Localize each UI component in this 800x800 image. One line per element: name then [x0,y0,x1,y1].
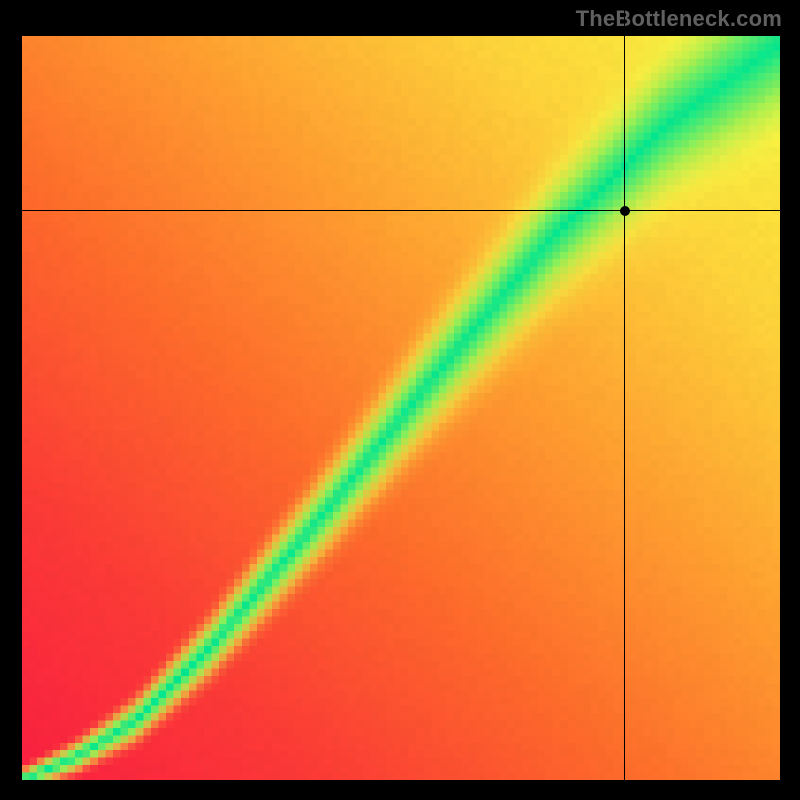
heatmap-plot [22,36,780,780]
heatmap-canvas [22,36,780,780]
watermark-text: TheBottleneck.com [576,6,782,32]
figure-root: { "watermark": "TheBottleneck.com", "bac… [0,0,800,800]
